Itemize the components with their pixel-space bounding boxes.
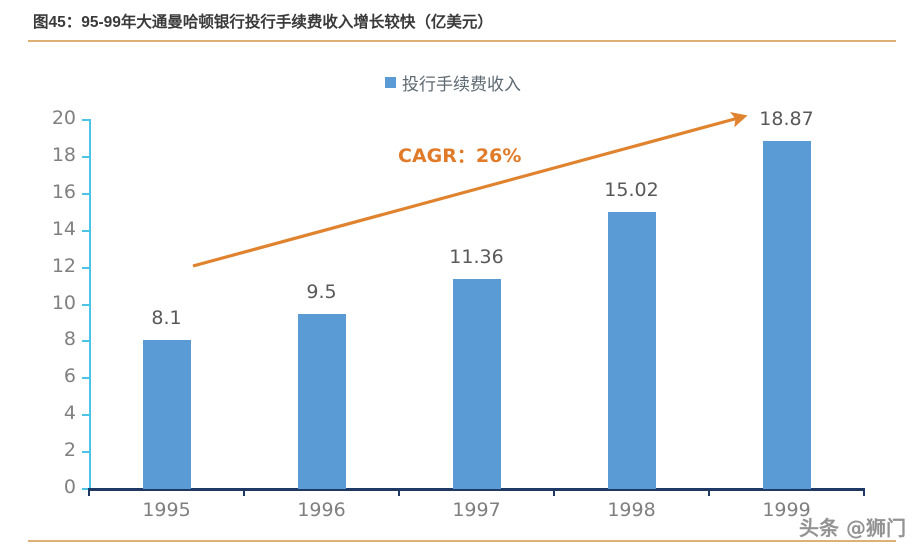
y-axis-tick-label: 18 bbox=[51, 143, 76, 166]
y-axis-tick bbox=[82, 229, 90, 232]
x-axis-tick bbox=[88, 488, 90, 496]
x-axis-tick bbox=[243, 488, 245, 496]
legend-item-label: 投行手续费收入 bbox=[402, 75, 521, 95]
x-axis-tick bbox=[553, 488, 555, 496]
bottom-divider bbox=[28, 540, 896, 542]
x-axis-line bbox=[89, 488, 864, 491]
chart-legend: 投行手续费收入 bbox=[385, 70, 521, 95]
bar-value-label: 18.87 bbox=[759, 107, 814, 130]
bar[interactable] bbox=[762, 140, 811, 489]
blue-square-icon bbox=[385, 77, 396, 88]
y-axis-tick bbox=[82, 119, 90, 121]
y-axis-tick-label: 14 bbox=[51, 217, 76, 240]
y-axis-tick bbox=[82, 340, 90, 343]
cagr-annotation: CAGR：26% bbox=[398, 145, 522, 167]
bar-value-label: 9.5 bbox=[306, 280, 337, 303]
x-axis-tick bbox=[863, 488, 865, 496]
y-axis-tick-label: 16 bbox=[51, 180, 76, 203]
y-axis-tick bbox=[82, 266, 90, 269]
y-axis-tick bbox=[82, 155, 90, 158]
bar-value-label: 15.02 bbox=[604, 178, 659, 201]
y-axis-tick-label: 10 bbox=[51, 291, 76, 314]
y-axis-tick-label: 2 bbox=[63, 439, 76, 462]
x-axis-tick-label: 1996 bbox=[297, 499, 346, 521]
y-axis-tick bbox=[82, 451, 90, 454]
y-axis-tick bbox=[82, 192, 90, 195]
y-axis-line bbox=[89, 119, 91, 490]
y-axis-tick-label: 6 bbox=[63, 365, 76, 388]
x-axis-tick-label: 1999 bbox=[762, 499, 811, 521]
x-axis-tick-label: 1997 bbox=[452, 499, 501, 521]
y-axis-tick-label: 20 bbox=[51, 107, 76, 129]
title-divider bbox=[28, 40, 896, 42]
x-axis-tick-label: 1995 bbox=[142, 499, 191, 521]
bar-value-label: 11.36 bbox=[449, 246, 504, 269]
bar[interactable] bbox=[297, 313, 346, 489]
watermark: 头条 @狮门 bbox=[799, 516, 906, 540]
y-axis-tick-label: 12 bbox=[51, 254, 76, 277]
bar[interactable] bbox=[452, 279, 501, 489]
page-title: 图45：95-99年大通曼哈顿银行投行手续费收入增长较快（亿美元） bbox=[33, 14, 493, 31]
y-axis-tick bbox=[82, 488, 90, 490]
y-axis-tick bbox=[82, 377, 90, 380]
y-axis-tick bbox=[82, 414, 90, 417]
y-axis-tick-label: 4 bbox=[63, 402, 76, 425]
bar-value-label: 8.1 bbox=[151, 306, 182, 329]
bar[interactable] bbox=[142, 339, 191, 489]
x-axis-tick bbox=[398, 488, 400, 496]
y-axis-tick bbox=[82, 303, 90, 306]
bar[interactable] bbox=[607, 211, 656, 489]
x-axis-tick bbox=[708, 488, 710, 496]
x-axis-tick-label: 1998 bbox=[607, 499, 656, 521]
y-axis-tick-label: 0 bbox=[63, 476, 76, 498]
y-axis-tick-label: 8 bbox=[63, 328, 76, 351]
